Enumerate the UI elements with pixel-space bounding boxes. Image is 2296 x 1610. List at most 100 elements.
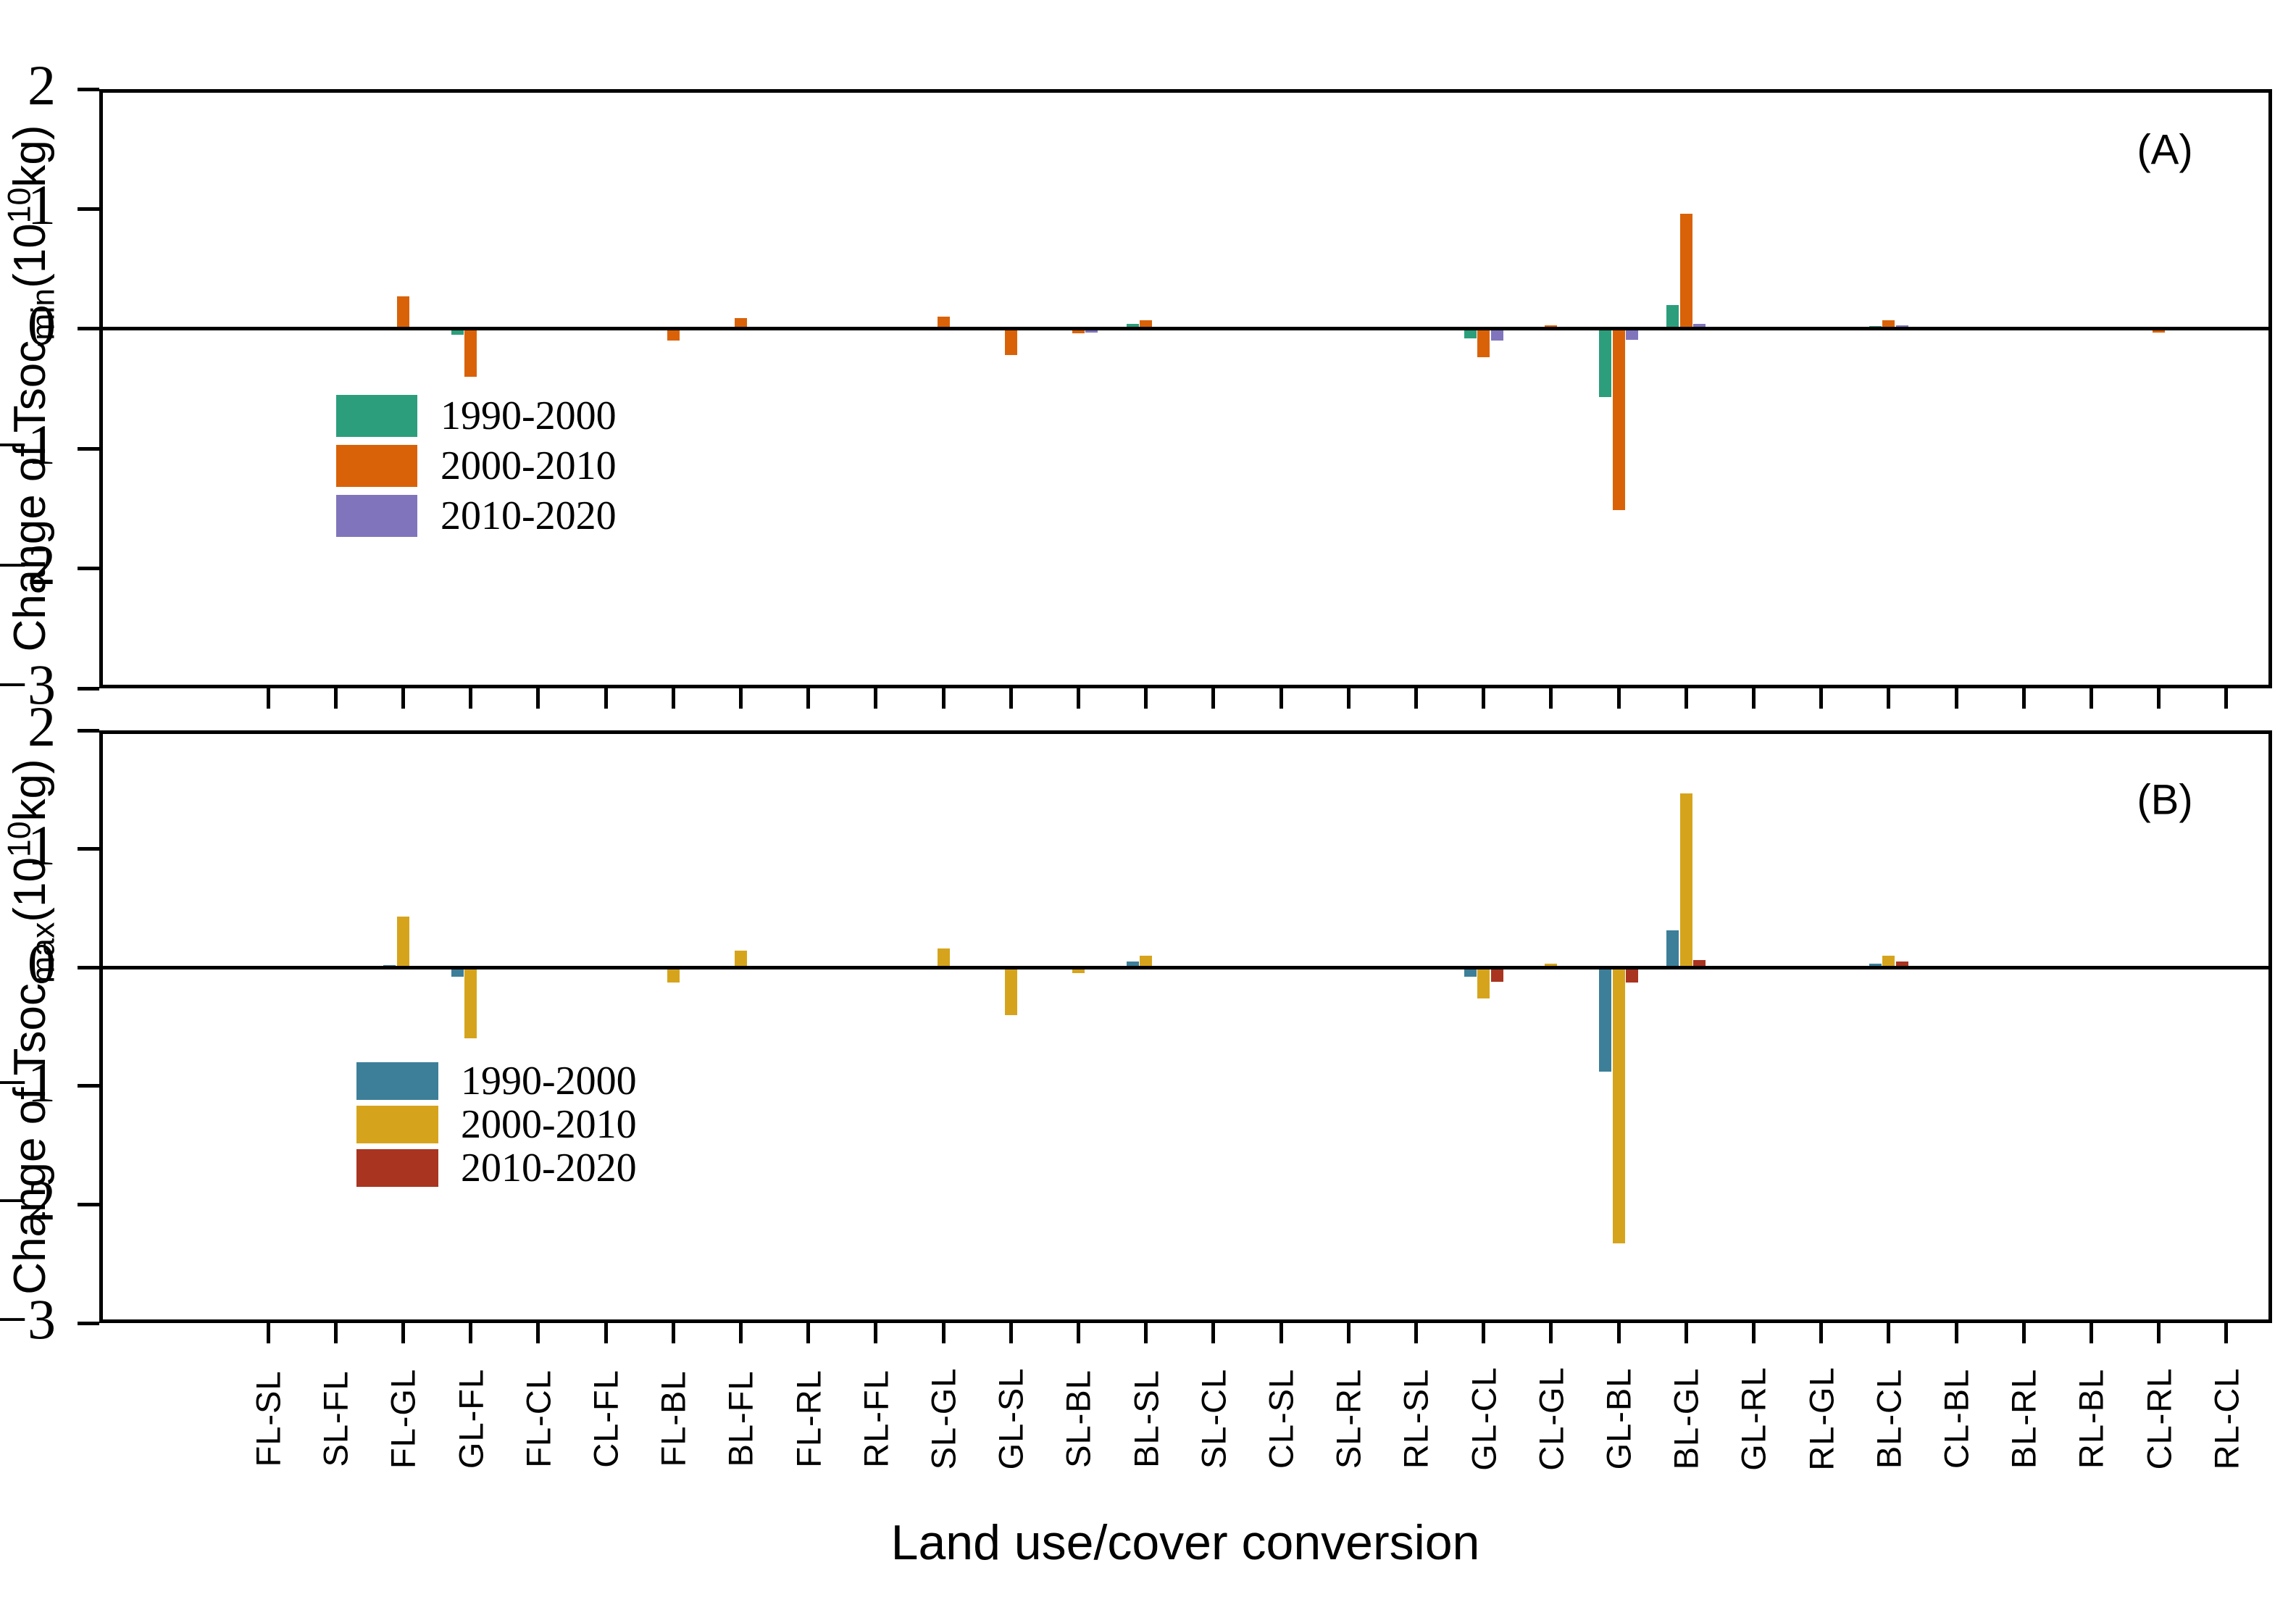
legend-item-2000-2010: 2000-2010 — [356, 1101, 637, 1148]
legend-item-2010-2020: 2010-2020 — [336, 493, 617, 539]
y-axis-tick-label: 2 — [28, 695, 56, 758]
x-category-label-RL-CL: RL-CL — [2207, 1367, 2246, 1470]
bar-2000-2010-FL-GL — [396, 296, 409, 329]
x-axis-title: Land use/cover conversion — [890, 1515, 1480, 1570]
x-axis-tick — [1684, 688, 1688, 709]
x-category-label-CL-RL: CL-RL — [2140, 1367, 2179, 1470]
zero-baseline — [99, 965, 2272, 969]
x-category-label-SL-RL: SL-RL — [1329, 1368, 1368, 1469]
bar-2000-2010-BL-FL — [734, 951, 747, 968]
plot-area-panel-b — [99, 730, 2272, 1323]
x-axis-tick — [536, 1323, 540, 1343]
x-axis-tick — [1279, 1323, 1283, 1343]
legend-swatch-2000-2010 — [356, 1106, 438, 1143]
x-category-label-FL-RL: FL-RL — [789, 1369, 828, 1468]
legend-label: 1990-2000 — [441, 393, 617, 438]
y-axis-tick — [78, 1202, 99, 1206]
x-axis-tick — [806, 688, 811, 709]
bar-2000-2010-SL-GL — [937, 948, 950, 968]
y-axis-tick — [78, 1084, 99, 1088]
x-axis-tick — [874, 688, 878, 709]
y-axis-tick-label: −3 — [0, 653, 56, 716]
x-axis-tick — [1954, 1323, 1958, 1343]
bar-2000-2010-SL-BL — [1072, 967, 1085, 974]
legend-label: 2010-2020 — [441, 493, 617, 538]
x-axis-tick — [469, 1323, 473, 1343]
bar-2000-2010-FL-BL — [667, 328, 680, 341]
x-category-label-BL-GL: BL-GL — [1666, 1367, 1706, 1470]
x-axis-tick — [1144, 1323, 1148, 1343]
x-axis-tick — [1819, 1323, 1824, 1343]
bar-2000-2010-BL-SL — [1140, 955, 1153, 968]
y-axis-tick-label: −1 — [0, 413, 56, 477]
x-axis-tick — [1346, 688, 1351, 709]
legend-label: 2010-2020 — [461, 1146, 637, 1190]
bar-2000-2010-FL-GL — [396, 916, 409, 968]
x-axis-tick — [1076, 1323, 1080, 1343]
x-category-label-BL-RL: BL-RL — [2004, 1368, 2043, 1469]
legend-label: 2000-2010 — [441, 443, 617, 488]
bar-1990-2000-GL-BL — [1599, 328, 1611, 398]
bar-2000-2010-BL-GL — [1679, 214, 1692, 329]
x-category-label-RL-GL: RL-GL — [1802, 1367, 1841, 1471]
x-axis-tick — [1954, 688, 1958, 709]
x-axis-tick — [333, 688, 338, 709]
y-axis-title-text: Change of Tsoc — [4, 983, 55, 1295]
legend-label: 1990-2000 — [461, 1059, 637, 1104]
bar-1990-2000-GL-FL — [451, 328, 464, 335]
legend-swatch-1990-2000 — [336, 395, 417, 437]
x-axis-tick — [266, 1323, 270, 1343]
x-axis-tick — [1009, 1323, 1013, 1343]
bar-2010-2020-BL-GL — [1693, 324, 1706, 329]
bar-2000-2010-GL-BL — [1612, 967, 1625, 1244]
bar-2000-2010-GL-SL — [1004, 967, 1017, 1015]
bar-2000-2010-GL-BL — [1612, 328, 1625, 510]
bar-2010-2020-BL-GL — [1693, 960, 1706, 968]
bar-2000-2010-GL-CL — [1477, 328, 1490, 358]
bar-2010-2020-GL-BL — [1626, 328, 1638, 340]
bar-1990-2000-BL-GL — [1666, 930, 1679, 968]
x-axis-tick — [2021, 1323, 2026, 1343]
zero-baseline — [99, 327, 2272, 331]
x-axis-tick — [2224, 1323, 2229, 1343]
x-category-label-RL-BL: RL-BL — [2071, 1368, 2111, 1469]
bar-2010-2020-GL-CL — [1490, 328, 1503, 341]
x-category-label-SL-GL: SL-GL — [924, 1367, 963, 1470]
x-category-label-GL-FL: GL-FL — [451, 1368, 490, 1469]
bar-1990-2000-GL-CL — [1464, 328, 1477, 339]
y-axis-tick — [78, 327, 99, 331]
x-category-label-BL-FL: BL-FL — [721, 1370, 760, 1467]
y-axis-tick-label: −2 — [0, 533, 56, 596]
x-axis-tick — [1616, 688, 1621, 709]
x-axis-tick — [1482, 1323, 1486, 1343]
x-axis-tick — [604, 688, 608, 709]
x-axis-tick — [671, 688, 675, 709]
bar-2000-2010-GL-FL — [464, 967, 477, 1039]
x-category-label-CL-BL: CL-BL — [1937, 1368, 1976, 1469]
bar-2000-2010-SL-BL — [1072, 328, 1085, 334]
legend-swatch-2010-2020 — [356, 1149, 438, 1187]
x-axis-tick — [2089, 688, 2093, 709]
x-axis-tick — [1414, 688, 1418, 709]
x-category-label-GL-CL: GL-CL — [1464, 1367, 1503, 1471]
y-axis-tick — [78, 446, 99, 451]
bar-2000-2010-BL-CL — [1882, 320, 1895, 329]
bar-2000-2010-FL-BL — [667, 967, 680, 983]
x-category-label-GL-RL: GL-RL — [1734, 1367, 1773, 1471]
x-axis-tick — [806, 1323, 811, 1343]
x-category-label-BL-CL: BL-CL — [1869, 1368, 1908, 1469]
y-axis-title-text: Change of Tsoc — [4, 340, 55, 652]
panel-annotation: (A) — [2137, 126, 2193, 174]
bar-1990-2000-GL-CL — [1464, 967, 1477, 977]
x-axis-tick — [941, 1323, 945, 1343]
x-axis-tick — [1346, 1323, 1351, 1343]
x-axis-tick — [2089, 1323, 2093, 1343]
x-axis-tick — [1887, 1323, 1891, 1343]
x-axis-tick — [1751, 1323, 1756, 1343]
x-axis-tick — [738, 1323, 743, 1343]
x-axis-tick — [469, 688, 473, 709]
bar-1990-2000-BL-SL — [1126, 962, 1139, 968]
plot-area-panel-a — [99, 89, 2272, 688]
x-axis-tick — [604, 1323, 608, 1343]
